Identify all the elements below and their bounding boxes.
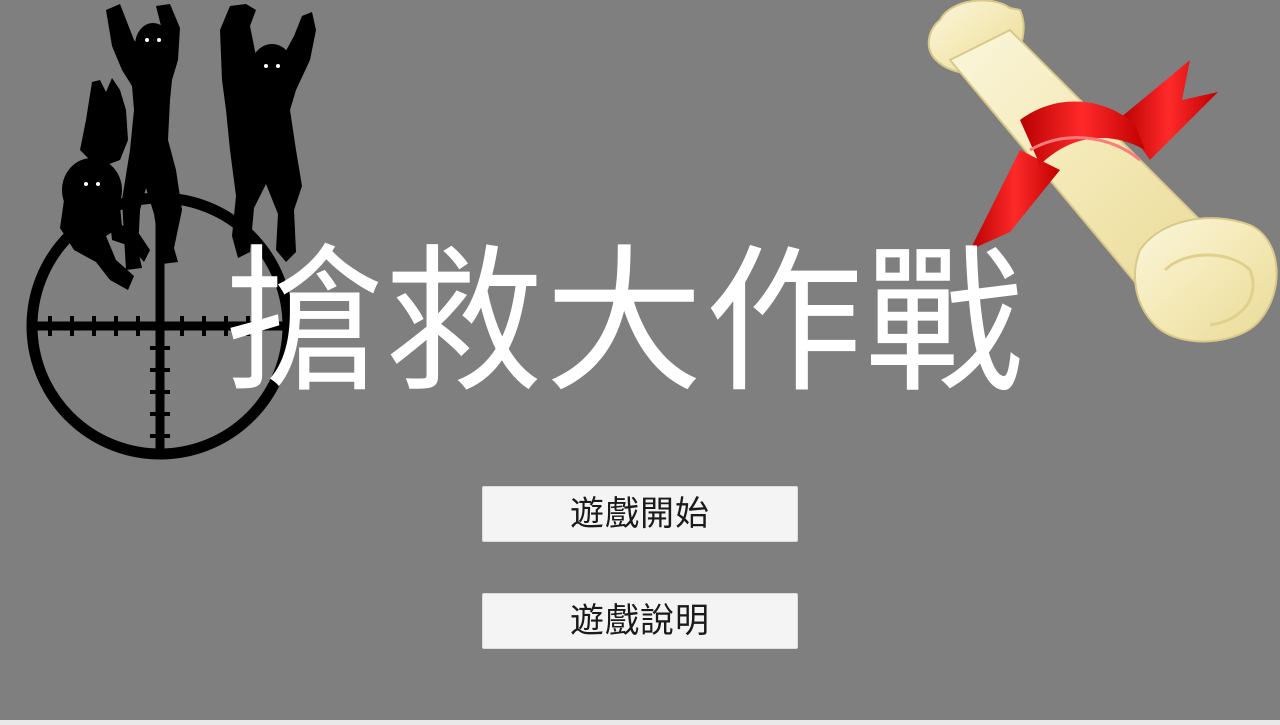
- game-instructions-button[interactable]: 遊戲說明: [482, 593, 798, 649]
- scroll-icon: [927, 0, 1278, 343]
- zombie-silhouettes-icon: [60, 4, 316, 290]
- start-game-button[interactable]: 遊戲開始: [482, 486, 798, 542]
- bottom-edge: [0, 720, 1280, 725]
- game-title: 搶救大作戰: [225, 231, 1025, 415]
